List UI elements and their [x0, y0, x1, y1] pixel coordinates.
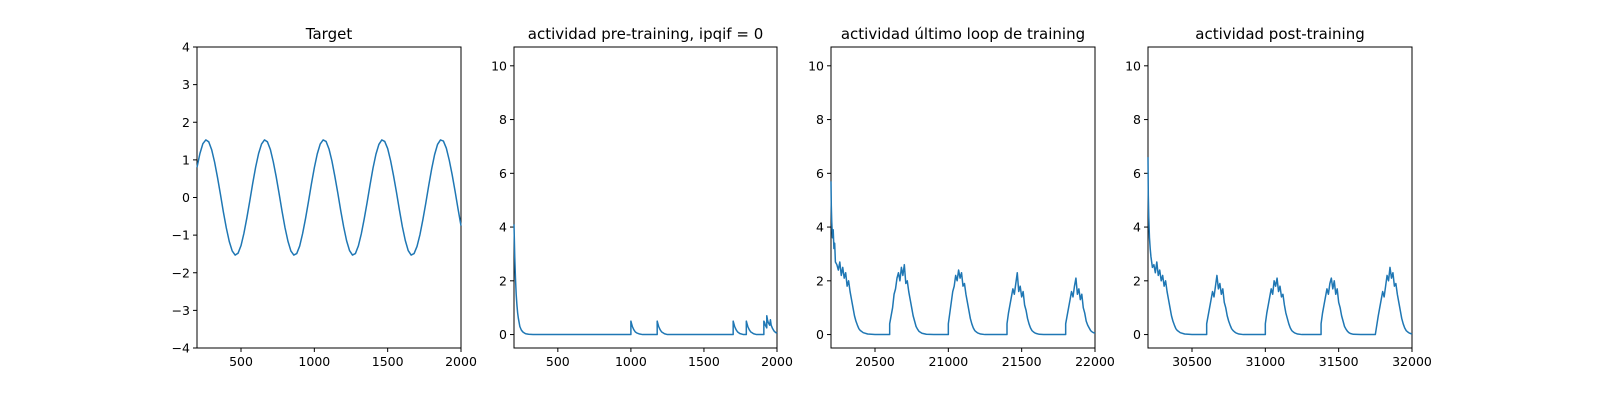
y-tick-label: 0: [499, 327, 507, 342]
y-tick-label: −4: [172, 341, 190, 356]
plot-area: [196, 46, 462, 349]
chart-panel-post-training: actividad post-training 30500 31000 31500 3…: [1125, 25, 1432, 369]
x-tick-label: 500: [546, 354, 570, 369]
x-tick-label: 31000: [1245, 354, 1285, 369]
series-line: [830, 181, 1096, 336]
series-line: [196, 139, 462, 256]
series-line: [513, 224, 778, 336]
y-tick-label: 0: [182, 190, 190, 205]
y-tick-label: −1: [172, 228, 190, 243]
y-tick-label: 2: [816, 273, 824, 288]
y-tick-label: 6: [1133, 166, 1141, 181]
x-tick-label: 500: [229, 354, 253, 369]
plot-area: [1147, 46, 1413, 349]
x-tick-label: 32000: [1392, 354, 1432, 369]
y-tick-label: 10: [491, 58, 507, 73]
chart-title: actividad post-training: [1195, 25, 1364, 43]
x-tick-label: 2000: [445, 354, 477, 369]
y-tick-label: 0: [816, 327, 824, 342]
y-tick-label: 4: [816, 220, 824, 235]
x-axis: 30500 31000 31500 32000: [1172, 348, 1432, 369]
x-tick-label: 1500: [688, 354, 720, 369]
y-tick-label: 0: [1133, 327, 1141, 342]
y-axis: 0 2 4 6 8 10: [1125, 58, 1148, 342]
y-tick-label: 8: [499, 112, 507, 127]
x-tick-label: 30500: [1172, 354, 1212, 369]
x-axis: 20500 21000 21500 22000: [855, 348, 1115, 369]
y-tick-label: 3: [182, 77, 190, 92]
x-tick-label: 21000: [928, 354, 968, 369]
y-axis: 0 2 4 6 8 10: [808, 58, 831, 342]
y-tick-label: 6: [816, 166, 824, 181]
x-tick-label: 21500: [1002, 354, 1042, 369]
y-tick-label: 10: [1125, 58, 1141, 73]
y-tick-label: 2: [1133, 273, 1141, 288]
y-axis: 0 2 4 6 8 10: [491, 58, 514, 342]
y-tick-label: 8: [1133, 112, 1141, 127]
y-axis: −4 −3 −2 −1 0 1 2 3 4: [172, 40, 197, 356]
plot-area: [830, 46, 1096, 349]
y-tick-label: 10: [808, 58, 824, 73]
y-tick-label: 8: [816, 112, 824, 127]
chart-title: actividad pre-training, ipqif = 0: [528, 25, 764, 43]
series-line: [1147, 157, 1413, 336]
x-tick-label: 2000: [761, 354, 793, 369]
chart-title: actividad último loop de training: [841, 25, 1085, 43]
y-tick-label: 4: [1133, 220, 1141, 235]
y-tick-label: 4: [499, 220, 507, 235]
x-tick-label: 1000: [615, 354, 647, 369]
chart-panel-pre-training: actividad pre-training, ipqif = 0 500 100…: [491, 25, 793, 369]
x-tick-label: 1500: [372, 354, 404, 369]
y-tick-label: −3: [172, 303, 190, 318]
y-tick-label: 2: [499, 273, 507, 288]
y-tick-label: 1: [182, 152, 190, 167]
chart-title: Target: [305, 25, 353, 43]
x-tick-label: 1000: [298, 354, 330, 369]
chart-panel-target: Target 500 1000 1500 2000 −4 −3 −2 −1 0 1 2 3 4: [172, 25, 477, 369]
plot-area: [513, 46, 778, 349]
y-tick-label: 2: [182, 115, 190, 130]
x-tick-label: 22000: [1075, 354, 1115, 369]
x-tick-label: 31500: [1319, 354, 1359, 369]
x-tick-label: 20500: [855, 354, 895, 369]
x-axis: 500 1000 1500 2000: [229, 348, 477, 369]
y-tick-label: −2: [172, 265, 190, 280]
y-tick-label: 4: [182, 40, 190, 55]
x-axis: 500 1000 1500 2000: [546, 348, 793, 369]
y-tick-label: 6: [499, 166, 507, 181]
chart-panel-last-training-loop: actividad último loop de training 20500 2…: [808, 25, 1115, 369]
